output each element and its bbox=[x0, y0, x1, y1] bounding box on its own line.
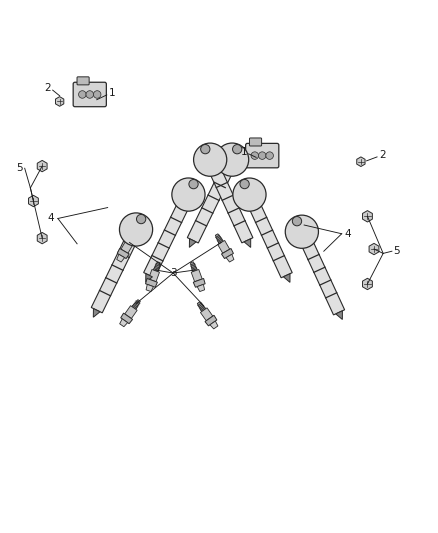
Polygon shape bbox=[294, 230, 314, 245]
Polygon shape bbox=[191, 262, 198, 272]
Polygon shape bbox=[197, 302, 206, 312]
Polygon shape bbox=[193, 278, 205, 287]
Polygon shape bbox=[37, 232, 47, 244]
Polygon shape bbox=[127, 234, 135, 244]
Polygon shape bbox=[132, 300, 140, 310]
Polygon shape bbox=[201, 308, 213, 321]
Polygon shape bbox=[125, 305, 137, 319]
Text: 5: 5 bbox=[393, 246, 400, 256]
Circle shape bbox=[292, 216, 302, 226]
Circle shape bbox=[233, 178, 266, 211]
Polygon shape bbox=[146, 273, 152, 282]
Polygon shape bbox=[218, 240, 230, 253]
Text: 2: 2 bbox=[379, 150, 386, 160]
FancyBboxPatch shape bbox=[73, 82, 106, 107]
Polygon shape bbox=[283, 273, 290, 282]
Polygon shape bbox=[187, 163, 235, 243]
Polygon shape bbox=[144, 198, 191, 278]
FancyBboxPatch shape bbox=[250, 138, 261, 146]
Circle shape bbox=[240, 180, 249, 189]
Polygon shape bbox=[91, 233, 139, 313]
Polygon shape bbox=[145, 278, 157, 287]
Circle shape bbox=[251, 152, 258, 159]
Circle shape bbox=[258, 152, 266, 159]
Polygon shape bbox=[363, 211, 372, 222]
Polygon shape bbox=[153, 262, 160, 272]
Polygon shape bbox=[215, 234, 223, 244]
Circle shape bbox=[201, 144, 210, 154]
Circle shape bbox=[215, 143, 249, 176]
Circle shape bbox=[86, 91, 94, 98]
Circle shape bbox=[93, 91, 101, 98]
Polygon shape bbox=[219, 157, 240, 173]
Polygon shape bbox=[93, 309, 100, 317]
Polygon shape bbox=[208, 163, 253, 243]
Text: 5: 5 bbox=[16, 163, 22, 173]
Circle shape bbox=[233, 144, 242, 154]
Text: 4: 4 bbox=[48, 214, 54, 223]
Circle shape bbox=[78, 91, 86, 98]
Circle shape bbox=[194, 143, 227, 176]
Polygon shape bbox=[189, 239, 196, 247]
Polygon shape bbox=[369, 244, 379, 255]
Polygon shape bbox=[197, 285, 205, 292]
Text: 3: 3 bbox=[170, 268, 177, 278]
Polygon shape bbox=[124, 227, 144, 243]
Polygon shape bbox=[191, 270, 202, 282]
Polygon shape bbox=[247, 198, 292, 278]
Polygon shape bbox=[222, 248, 233, 259]
Polygon shape bbox=[244, 239, 251, 247]
Polygon shape bbox=[299, 235, 345, 315]
Polygon shape bbox=[210, 321, 218, 329]
Circle shape bbox=[120, 213, 152, 246]
FancyBboxPatch shape bbox=[246, 143, 279, 168]
Text: 4: 4 bbox=[345, 229, 351, 239]
FancyBboxPatch shape bbox=[77, 77, 89, 85]
Polygon shape bbox=[121, 240, 133, 253]
Polygon shape bbox=[176, 192, 196, 207]
Polygon shape bbox=[37, 160, 47, 172]
Polygon shape bbox=[28, 195, 39, 207]
Polygon shape bbox=[121, 313, 133, 324]
Circle shape bbox=[266, 152, 273, 159]
Polygon shape bbox=[226, 254, 234, 262]
Circle shape bbox=[172, 178, 205, 211]
Polygon shape bbox=[117, 254, 124, 262]
Text: 1: 1 bbox=[109, 88, 115, 98]
Polygon shape bbox=[336, 311, 343, 319]
Polygon shape bbox=[120, 319, 127, 327]
Polygon shape bbox=[117, 248, 129, 259]
Polygon shape bbox=[205, 315, 217, 326]
Text: 1: 1 bbox=[241, 147, 247, 157]
Polygon shape bbox=[56, 96, 64, 106]
Polygon shape bbox=[148, 270, 159, 282]
Polygon shape bbox=[242, 192, 262, 207]
Text: 2: 2 bbox=[44, 83, 51, 93]
Polygon shape bbox=[146, 285, 153, 292]
Polygon shape bbox=[363, 278, 372, 289]
Circle shape bbox=[189, 180, 198, 189]
Circle shape bbox=[285, 215, 318, 248]
Circle shape bbox=[137, 214, 146, 224]
Polygon shape bbox=[203, 157, 223, 173]
Polygon shape bbox=[357, 157, 365, 166]
